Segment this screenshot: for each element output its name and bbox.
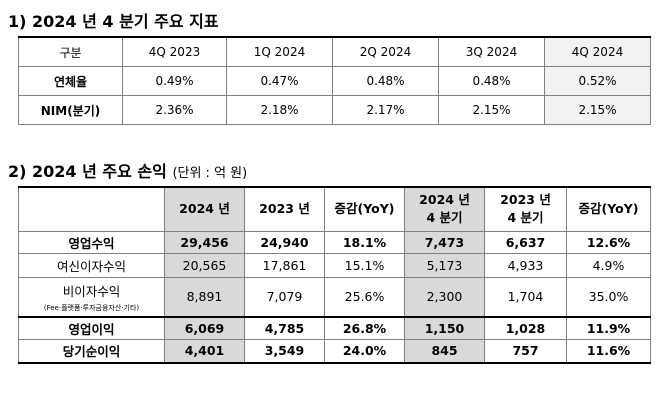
table-row: 여신이자수익 20,565 17,861 15.1% 5,173 4,933 4… <box>18 252 651 278</box>
table-row: NIM(분기) 2.36% 2.18% 2.17% 2.15% 2.15% <box>18 95 651 125</box>
table-cell: 11.9% <box>566 316 651 340</box>
row-note: (Fee·플랫폼·투자금융자산·기타) <box>43 303 140 312</box>
row-label: 비이자수익 <box>62 283 121 299</box>
indicators-table: 구분 4Q 2023 1Q 2024 2Q 2024 3Q 2024 4Q 20… <box>18 36 651 125</box>
header-cell: 4Q 2023 <box>122 36 227 67</box>
table-cell: 2.18% <box>226 95 333 125</box>
table-cell: 0.49% <box>122 66 227 96</box>
table-row: 비이자수익 (Fee·플랫폼·투자금융자산·기타) 8,891 7,079 25… <box>18 276 651 318</box>
table-header-row: 구분 4Q 2023 1Q 2024 2Q 2024 3Q 2024 4Q 20… <box>18 36 651 67</box>
table-cell: 1,150 <box>404 316 485 340</box>
row-label: 당기순이익 <box>18 338 165 364</box>
table-cell: 757 <box>484 338 567 364</box>
header-cell-highlight: 4Q 2024 <box>544 36 651 67</box>
table-cell: 18.1% <box>324 230 405 254</box>
table-cell-highlight: 0.52% <box>544 66 651 96</box>
row-label: NIM(분기) <box>18 95 123 125</box>
table-cell: 35.0% <box>566 276 651 318</box>
header-cell-empty <box>18 186 165 232</box>
table-cell: 20,565 <box>164 252 245 278</box>
table-cell: 1,704 <box>484 276 567 318</box>
table-row: 당기순이익 4,401 3,549 24.0% 845 757 11.6% <box>18 338 651 364</box>
table-cell: 24.0% <box>324 338 405 364</box>
table-cell: 2.36% <box>122 95 227 125</box>
section1-title: 1) 2024 년 4 분기 주요 지표 <box>8 12 219 31</box>
row-label: 영업이익 <box>18 316 165 340</box>
table-cell: 0.47% <box>226 66 333 96</box>
header-cell: 구분 <box>18 36 123 67</box>
row-label: 영업수익 <box>18 230 165 254</box>
table-cell: 24,940 <box>244 230 325 254</box>
table-cell: 0.48% <box>332 66 439 96</box>
header-cell: 증감(YoY) <box>566 186 651 232</box>
unit-note: (단위 : 억 원) <box>172 166 248 181</box>
row-label-with-note: 비이자수익 (Fee·플랫폼·투자금융자산·기타) <box>18 276 165 318</box>
header-cell: 2023 년 <box>244 186 325 232</box>
table-cell: 4,785 <box>244 316 325 340</box>
row-label: 여신이자수익 <box>18 252 165 278</box>
header-cell: 1Q 2024 <box>226 36 333 67</box>
table-cell: 845 <box>404 338 485 364</box>
table-cell: 2.15% <box>438 95 545 125</box>
table-cell: 11.6% <box>566 338 651 364</box>
table-cell: 8,891 <box>164 276 245 318</box>
row-label: 연체율 <box>18 66 123 96</box>
table-cell: 6,069 <box>164 316 245 340</box>
section2-title: 2) 2024 년 주요 손익 (단위 : 억 원) <box>8 158 247 182</box>
table-cell: 29,456 <box>164 230 245 254</box>
table-cell: 2.17% <box>332 95 439 125</box>
header-cell: 2Q 2024 <box>332 36 439 67</box>
table-cell: 25.6% <box>324 276 405 318</box>
table-cell: 7,473 <box>404 230 485 254</box>
table-cell: 0.48% <box>438 66 545 96</box>
table-cell: 5,173 <box>404 252 485 278</box>
header-cell: 3Q 2024 <box>438 36 545 67</box>
table-cell: 3,549 <box>244 338 325 364</box>
table-cell: 7,079 <box>244 276 325 318</box>
header-cell: 증감(YoY) <box>324 186 405 232</box>
table-row: 영업이익 6,069 4,785 26.8% 1,150 1,028 11.9% <box>18 316 651 340</box>
table-cell: 4,401 <box>164 338 245 364</box>
table-cell: 6,637 <box>484 230 567 254</box>
table-row: 영업수익 29,456 24,940 18.1% 7,473 6,637 12.… <box>18 230 651 254</box>
table-cell-highlight: 2.15% <box>544 95 651 125</box>
header-cell: 2024 년 <box>164 186 245 232</box>
table-cell: 26.8% <box>324 316 405 340</box>
table-row: 연체율 0.49% 0.47% 0.48% 0.48% 0.52% <box>18 66 651 96</box>
table-cell: 1,028 <box>484 316 567 340</box>
table-cell: 2,300 <box>404 276 485 318</box>
section2-title-text: 2) 2024 년 주요 손익 <box>8 162 167 181</box>
table-cell: 17,861 <box>244 252 325 278</box>
table-cell: 12.6% <box>566 230 651 254</box>
table-cell: 4.9% <box>566 252 651 278</box>
table-cell: 15.1% <box>324 252 405 278</box>
table-cell: 4,933 <box>484 252 567 278</box>
